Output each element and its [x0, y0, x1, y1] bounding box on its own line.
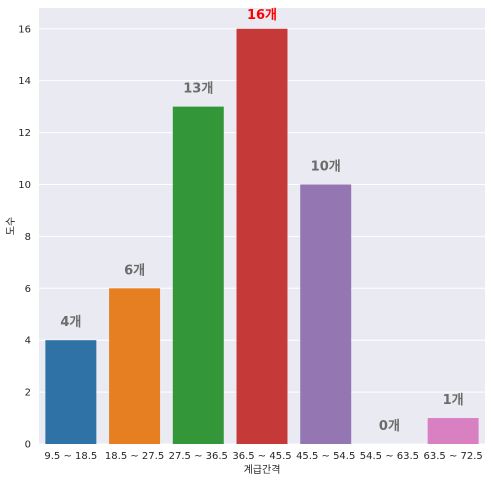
bar	[45, 340, 97, 444]
data-label: 16개	[247, 8, 277, 23]
bar	[300, 184, 352, 444]
y-tick-label: 16	[18, 24, 31, 35]
y-tick-label: 8	[25, 232, 31, 243]
x-tick-label: 36.5 ~ 45.5	[232, 451, 291, 462]
x-tick-label: 18.5 ~ 27.5	[105, 451, 164, 462]
x-tick-label: 54.5 ~ 63.5	[360, 451, 419, 462]
y-axis-ticks: 0 2 4 6 8 10 12 14 16	[18, 24, 31, 450]
x-tick-label: 9.5 ~ 18.5	[44, 451, 97, 462]
data-label: 1개	[443, 393, 464, 408]
x-tick-label: 27.5 ~ 36.5	[169, 451, 228, 462]
x-tick-label: 45.5 ~ 54.5	[296, 451, 355, 462]
y-tick-label: 0	[25, 440, 31, 451]
x-axis-label: 계급간격	[244, 463, 281, 476]
data-label: 10개	[311, 159, 341, 174]
y-axis-label: 도수	[5, 217, 17, 235]
bar	[172, 106, 224, 444]
y-tick-label: 4	[25, 336, 31, 347]
data-label: 0개	[379, 419, 400, 434]
y-tick-label: 10	[18, 180, 31, 191]
y-tick-label: 14	[18, 76, 31, 87]
data-labels: 4개 6개 13개 16개 10개 0개 1개	[60, 8, 463, 434]
data-label: 6개	[124, 263, 145, 278]
x-tick-label: 63.5 ~ 72.5	[424, 451, 483, 462]
y-tick-label: 2	[25, 388, 31, 399]
bars	[45, 28, 479, 445]
bar	[427, 418, 479, 444]
y-tick-label: 12	[18, 128, 31, 139]
data-label: 13개	[183, 82, 213, 97]
x-axis-ticks: 9.5 ~ 18.5 18.5 ~ 27.5 27.5 ~ 36.5 36.5 ~ 4…	[44, 451, 482, 462]
data-label: 4개	[60, 315, 81, 330]
y-tick-label: 6	[25, 284, 31, 295]
bar	[236, 28, 288, 445]
bar	[109, 288, 161, 444]
